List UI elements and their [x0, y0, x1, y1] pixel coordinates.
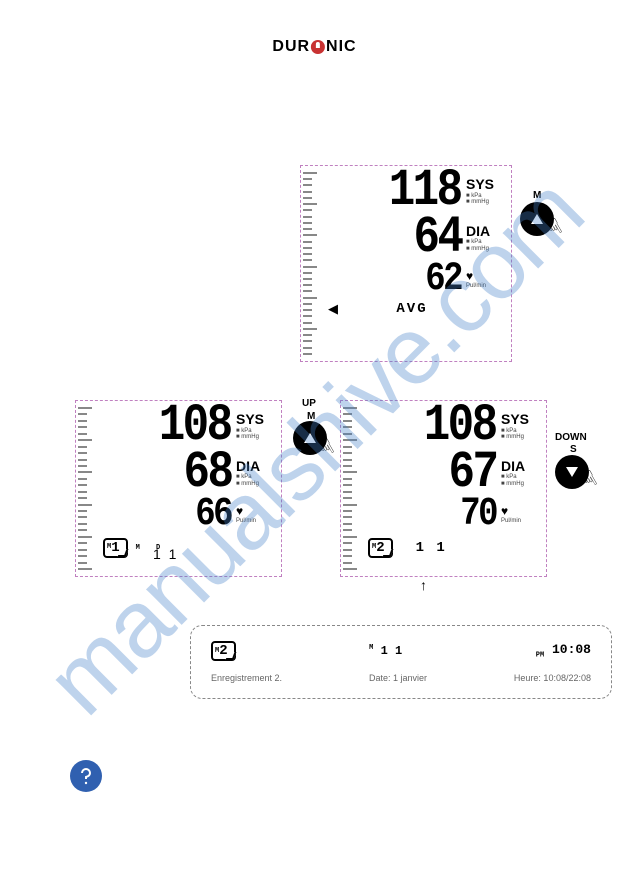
heart-icon: ♥ [466, 270, 473, 283]
pulse-value: 66 [195, 497, 231, 533]
mmhg-label: ■ mmHg [466, 246, 489, 253]
sys-label: SYS [501, 412, 529, 427]
memory-icon: M1 [103, 538, 128, 558]
brand-text-2: NIC [326, 38, 357, 56]
pulmin-label: Pul/min [466, 283, 486, 290]
help-icon[interactable] [70, 760, 102, 792]
brand-logo: DUR NIC [272, 38, 356, 56]
display-right: document.write(Array.from({length:26},(_… [340, 400, 547, 577]
finger-icon: ☟ [577, 465, 602, 494]
dia-label: DIA [236, 459, 260, 474]
up-label: UP [302, 398, 316, 409]
scale-bars: document.write(Array.from({length:30},(_… [301, 166, 323, 361]
info-box: M2 M 1 1 PM 10:08 Enregistrement 2. Date… [190, 625, 612, 699]
kpa-label: ■ kPa [466, 239, 482, 246]
info-caption-1: Enregistrement 2. [211, 673, 282, 683]
info-caption-2: Date: 1 janvier [369, 673, 427, 683]
display-top: document.write(Array.from({length:30},(_… [300, 165, 512, 362]
memory-icon: M2 [211, 641, 236, 661]
dia-value: 67 [448, 450, 496, 497]
display-left: document.write(Array.from({length:26},(_… [75, 400, 282, 577]
brand-text-1: DUR [272, 38, 310, 56]
kpa-label: ■ kPa [466, 193, 482, 200]
scale-bars: document.write(Array.from({length:26},(_… [341, 401, 363, 576]
mmhg-label: ■ mmHg [466, 199, 489, 206]
finger-icon: ☟ [314, 433, 339, 462]
brand-icon [311, 40, 325, 54]
finger-icon: ☟ [542, 213, 567, 242]
s-label: S [570, 444, 577, 455]
pulse-value: 62 [425, 262, 461, 298]
dia-label: DIA [501, 459, 525, 474]
sys-label: SYS [466, 177, 494, 192]
info-caption-3: Heure: 10:08/22:08 [514, 673, 591, 683]
triangle-icon: ◀ [328, 301, 338, 317]
dia-label: DIA [466, 224, 490, 239]
dia-value: 68 [183, 450, 231, 497]
dia-value: 64 [413, 215, 461, 262]
pulse-value: 70 [460, 497, 496, 533]
arrow-up-icon: ↑ [420, 577, 427, 593]
scale-bars: document.write(Array.from({length:26},(_… [76, 401, 98, 576]
date-value: 1 1 [416, 540, 447, 556]
avg-label: AVG [396, 301, 427, 317]
memory-icon: M2 [368, 538, 393, 558]
heart-icon: ♥ [236, 505, 243, 518]
date-value: 1 1 [153, 546, 276, 562]
sys-label: SYS [236, 412, 264, 427]
m-label: M [533, 190, 541, 201]
down-label: DOWN [555, 432, 587, 443]
heart-icon: ♥ [501, 505, 508, 518]
